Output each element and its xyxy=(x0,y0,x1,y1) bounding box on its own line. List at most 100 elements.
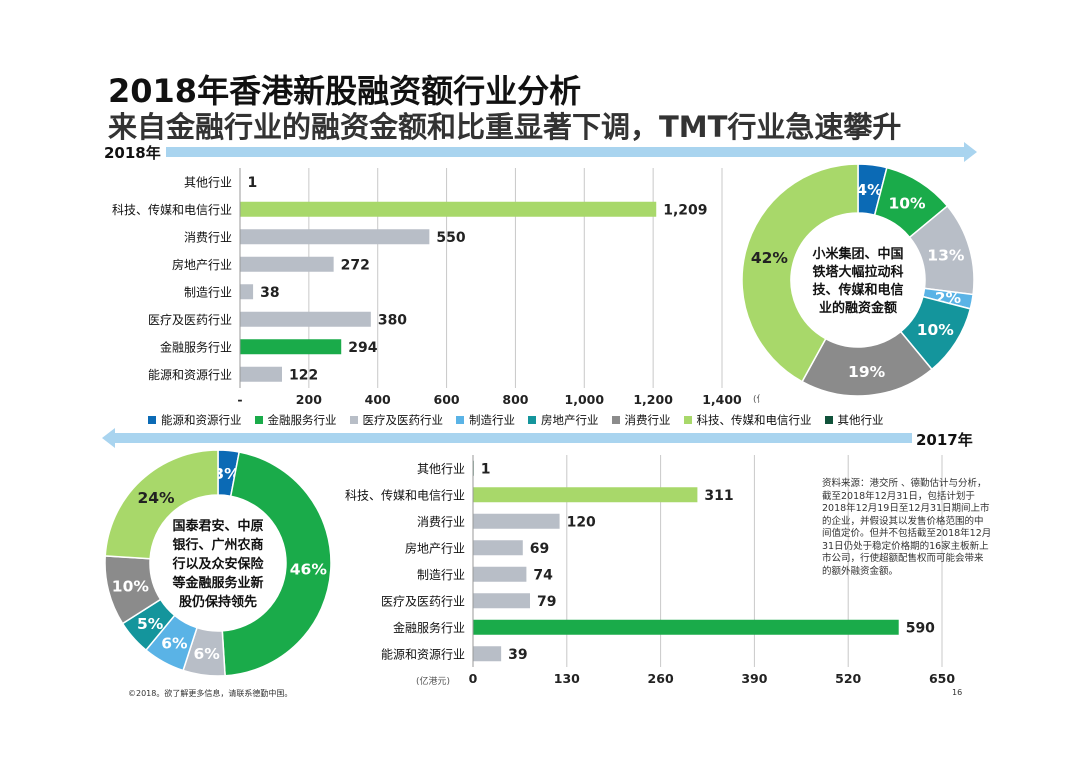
donut-center-text: 铁塔大幅拉动科 xyxy=(811,264,903,280)
x-tick-label: 130 xyxy=(554,671,580,686)
legend-label: 消费行业 xyxy=(624,413,671,427)
donut-center-text: 小米集团、中国 xyxy=(812,246,903,262)
slice-label: 10% xyxy=(888,195,926,213)
slice-label: 24% xyxy=(137,489,175,507)
legend-label: 房地产行业 xyxy=(541,413,599,427)
bar xyxy=(473,646,502,662)
legend-item: 金融服务行业 xyxy=(254,412,337,428)
value-label: 1 xyxy=(248,175,258,191)
value-label: 550 xyxy=(436,230,465,246)
bar xyxy=(473,540,523,556)
x-tick-label: 390 xyxy=(741,671,767,686)
bar-chart-2018: - 200 400 600 800 1,000 1,200 1,400 其他行业 1 科技、传媒和电… xyxy=(112,168,760,407)
arrow-left-shape xyxy=(102,428,912,448)
category-label: 科技、传媒和电信行业 xyxy=(112,202,232,217)
page-subtitle: 来自金融行业的融资金额和比重显著下调，TMT行业急速攀升 xyxy=(108,110,902,144)
slice-label: 10% xyxy=(112,578,150,596)
slice-label: 42% xyxy=(751,249,789,267)
bar xyxy=(473,566,527,582)
x-tick-label: 0 xyxy=(469,671,478,686)
category-label: 金融服务行业 xyxy=(393,620,465,635)
value-label: 311 xyxy=(704,488,733,504)
donut-center-text: 股仍保持领先 xyxy=(179,594,257,610)
legend-label: 制造行业 xyxy=(469,413,515,427)
legend-label: 科技、传媒和电信行业 xyxy=(696,413,812,427)
x-tick-label: 800 xyxy=(502,392,528,407)
slice-label: 46% xyxy=(290,561,328,579)
x-tick-label: 650 xyxy=(929,671,955,686)
category-label: 房地产行业 xyxy=(172,257,232,272)
slice-label: 5% xyxy=(137,615,164,633)
donut-center-text: 技、传媒和电信 xyxy=(812,282,903,298)
category-label: 制造行业 xyxy=(184,285,232,299)
legend-swatch xyxy=(349,416,358,424)
unit-label: (亿港元) xyxy=(753,393,760,405)
legend-label: 其他行业 xyxy=(837,413,884,427)
value-label: 294 xyxy=(348,340,377,356)
slice-label: 4% xyxy=(856,181,883,199)
category-label: 房地产行业 xyxy=(405,540,465,555)
category-label: 金融服务行业 xyxy=(160,339,232,354)
bar xyxy=(240,284,254,300)
legend-label: 金融服务行业 xyxy=(267,413,337,427)
pie-slice xyxy=(104,449,219,560)
bar xyxy=(240,256,334,272)
footer-copyright: ©2018。欲了解更多信息，请联系德勤中国。 xyxy=(128,689,293,698)
legend-item: 房地产行业 xyxy=(528,412,599,428)
page-title: 2018年香港新股融资额行业分析 xyxy=(108,72,582,110)
value-label: 122 xyxy=(289,367,318,383)
year-label-2017: 2017年 xyxy=(916,431,973,449)
value-label: 272 xyxy=(341,257,370,273)
legend-item: 其他行业 xyxy=(824,412,884,428)
legend-item: 制造行业 xyxy=(456,412,515,428)
arrow-right-shape xyxy=(166,142,977,162)
pie-slice xyxy=(741,163,859,383)
legend-swatch xyxy=(683,416,692,424)
value-label: 120 xyxy=(567,514,596,530)
bar xyxy=(473,487,698,503)
bar-chart-2017: 0 130 260 390 520 650 其他行业 1 科技、传媒和电信行业 311 消费行业 12… xyxy=(345,455,955,687)
x-tick-label: 200 xyxy=(296,392,322,407)
x-tick-label: - xyxy=(237,392,242,407)
bar xyxy=(240,229,430,245)
unit-label: (亿港元) xyxy=(416,675,450,687)
bar xyxy=(240,311,371,327)
legend-swatch xyxy=(824,416,833,424)
legend-item: 医疗及医药行业 xyxy=(349,412,444,428)
category-label: 其他行业 xyxy=(417,462,465,476)
value-label: 1,209 xyxy=(663,202,707,218)
legend-item: 能源和资源行业 xyxy=(148,412,242,428)
value-label: 590 xyxy=(906,620,935,636)
donut-center-text: 行以及众安保险 xyxy=(171,556,264,572)
bar xyxy=(240,366,283,382)
donut-center-text: 业的融资金额 xyxy=(819,300,897,316)
bar xyxy=(240,201,657,217)
x-tick-label: 1,400 xyxy=(702,392,742,407)
donut-center-text: 银行、广州农商 xyxy=(172,537,263,553)
slice-label: 6% xyxy=(193,645,220,663)
category-label: 制造行业 xyxy=(417,568,465,582)
x-tick-label: 520 xyxy=(835,671,861,686)
bar xyxy=(473,513,560,529)
page-number: 16 xyxy=(952,688,963,697)
value-label: 38 xyxy=(260,285,279,301)
x-tick-label: 1,000 xyxy=(565,392,605,407)
value-label: 1 xyxy=(481,461,491,477)
legend-label: 医疗及医药行业 xyxy=(362,413,444,427)
donut-center-text: 国泰君安、中原 xyxy=(172,518,263,534)
legend: 能源和资源行业 金融服务行业 医疗及医药行业 制造行业 房地产行业 消费行业 科技、传媒和电… xyxy=(148,412,884,428)
slice-label: 6% xyxy=(161,634,188,652)
legend-swatch xyxy=(528,416,536,424)
x-tick-label: 400 xyxy=(365,392,391,407)
pie-slice xyxy=(221,451,332,677)
category-label: 消费行业 xyxy=(184,230,232,244)
slice-label: 10% xyxy=(917,321,955,339)
value-label: 74 xyxy=(533,567,553,583)
donut-chart-2017: 3%46%6%6%5%10%24%国泰君安、中原银行、广州农商行以及众安保险等金… xyxy=(104,449,332,677)
source-note: 资料来源：港交所 、德勤估计与分析，截至2018年12月31日，包括计划于201… xyxy=(822,478,992,577)
category-label: 医疗及医药行业 xyxy=(148,313,232,327)
value-label: 69 xyxy=(530,541,549,557)
arrow-2017 xyxy=(102,428,912,448)
value-label: 39 xyxy=(508,647,527,663)
legend-swatch xyxy=(456,416,464,424)
